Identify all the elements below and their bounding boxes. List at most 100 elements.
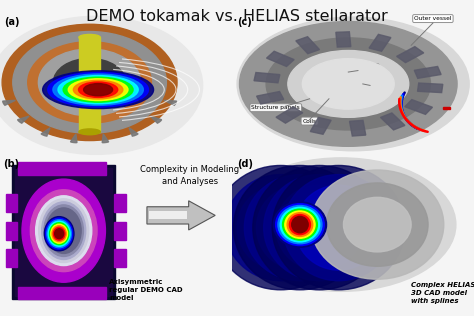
Ellipse shape xyxy=(39,199,89,263)
Bar xyxy=(79,37,100,132)
Text: Axisymmetric
regular DEMO CAD
model: Axisymmetric regular DEMO CAD model xyxy=(109,279,183,301)
Bar xyxy=(336,32,351,47)
Wedge shape xyxy=(71,134,77,143)
Ellipse shape xyxy=(245,174,356,281)
Ellipse shape xyxy=(27,42,151,123)
Wedge shape xyxy=(150,116,162,123)
Bar xyxy=(349,120,366,136)
Ellipse shape xyxy=(292,216,308,233)
Ellipse shape xyxy=(237,17,469,151)
Ellipse shape xyxy=(344,197,411,252)
Ellipse shape xyxy=(2,24,177,141)
Ellipse shape xyxy=(273,202,327,247)
Bar xyxy=(6,194,17,212)
Ellipse shape xyxy=(278,205,322,244)
Ellipse shape xyxy=(52,226,66,242)
Bar xyxy=(114,194,126,212)
Ellipse shape xyxy=(283,174,394,281)
Text: (c): (c) xyxy=(237,17,252,27)
Bar xyxy=(418,83,443,93)
Bar xyxy=(256,92,284,104)
Ellipse shape xyxy=(53,74,143,105)
Bar xyxy=(296,37,319,54)
Ellipse shape xyxy=(68,79,128,100)
Ellipse shape xyxy=(302,59,394,109)
Ellipse shape xyxy=(295,185,382,270)
Bar xyxy=(405,100,432,114)
Ellipse shape xyxy=(290,215,310,234)
Ellipse shape xyxy=(288,51,409,117)
Ellipse shape xyxy=(46,208,81,253)
Wedge shape xyxy=(3,100,16,105)
Ellipse shape xyxy=(44,205,83,257)
Ellipse shape xyxy=(42,202,86,259)
Bar xyxy=(266,51,294,66)
Text: Structure panels: Structure panels xyxy=(251,105,300,110)
Ellipse shape xyxy=(256,185,344,270)
Text: (d): (d) xyxy=(237,159,253,169)
Ellipse shape xyxy=(79,82,118,97)
Ellipse shape xyxy=(13,32,166,133)
Ellipse shape xyxy=(280,207,319,242)
Ellipse shape xyxy=(237,185,324,270)
Text: (b): (b) xyxy=(3,159,19,169)
Ellipse shape xyxy=(63,77,133,102)
FancyArrow shape xyxy=(147,201,215,230)
Text: Outer vessel: Outer vessel xyxy=(414,16,452,21)
Ellipse shape xyxy=(239,21,457,146)
Ellipse shape xyxy=(226,158,456,291)
Ellipse shape xyxy=(285,211,315,238)
Ellipse shape xyxy=(276,204,324,246)
Bar xyxy=(254,72,280,83)
Bar xyxy=(18,287,106,299)
Text: Complex HELIAS
3D CAD model
with splines: Complex HELIAS 3D CAD model with splines xyxy=(411,282,474,304)
Bar xyxy=(443,107,450,109)
Wedge shape xyxy=(41,128,50,136)
Ellipse shape xyxy=(287,213,313,236)
Ellipse shape xyxy=(47,220,72,248)
Bar xyxy=(6,249,17,267)
Text: DEMO tokamak vs. HELIAS stellarator: DEMO tokamak vs. HELIAS stellarator xyxy=(86,9,388,24)
Bar xyxy=(114,249,126,267)
Ellipse shape xyxy=(0,16,203,154)
Ellipse shape xyxy=(30,190,97,272)
Wedge shape xyxy=(102,134,109,143)
Ellipse shape xyxy=(311,170,444,279)
Ellipse shape xyxy=(43,71,154,109)
FancyBboxPatch shape xyxy=(15,168,112,296)
Ellipse shape xyxy=(73,80,123,99)
Ellipse shape xyxy=(49,223,69,245)
Ellipse shape xyxy=(38,49,141,116)
Ellipse shape xyxy=(46,218,73,249)
Bar xyxy=(18,162,106,174)
Ellipse shape xyxy=(264,174,375,281)
Ellipse shape xyxy=(48,72,148,107)
FancyArrow shape xyxy=(149,211,187,219)
Ellipse shape xyxy=(79,129,100,135)
FancyBboxPatch shape xyxy=(12,166,115,299)
Ellipse shape xyxy=(214,166,347,290)
Ellipse shape xyxy=(225,174,336,281)
Bar xyxy=(6,222,17,240)
Ellipse shape xyxy=(79,34,100,40)
Text: (a): (a) xyxy=(4,17,20,27)
Ellipse shape xyxy=(234,166,366,290)
Ellipse shape xyxy=(83,83,113,96)
Ellipse shape xyxy=(276,185,363,270)
Bar xyxy=(381,113,405,130)
Bar xyxy=(310,118,331,134)
Ellipse shape xyxy=(22,179,105,282)
Wedge shape xyxy=(18,116,29,123)
Wedge shape xyxy=(129,128,138,136)
Text: Complexity in Modeling
and Analyses: Complexity in Modeling and Analyses xyxy=(140,165,239,186)
Ellipse shape xyxy=(55,229,64,239)
Bar xyxy=(276,107,303,123)
Ellipse shape xyxy=(266,38,430,130)
Bar xyxy=(397,46,424,63)
Text: Support leg: Support leg xyxy=(353,80,387,85)
Ellipse shape xyxy=(45,217,74,251)
Bar xyxy=(114,222,126,240)
Ellipse shape xyxy=(54,227,65,240)
Wedge shape xyxy=(164,100,176,105)
Ellipse shape xyxy=(253,166,386,290)
